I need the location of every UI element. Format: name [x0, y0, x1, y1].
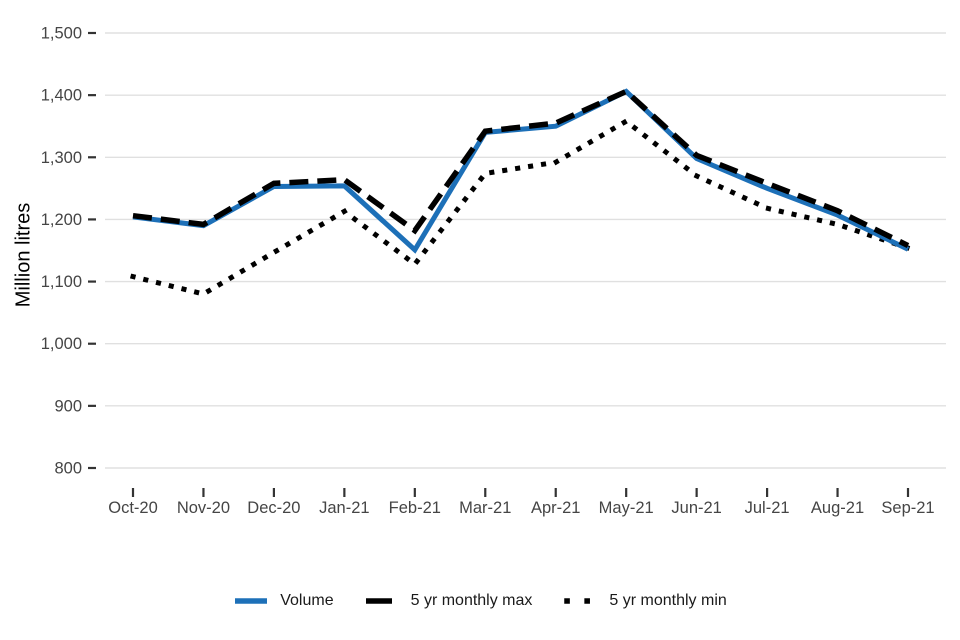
x-tick-label: Oct-20: [108, 499, 158, 517]
x-tick-label: Jan-21: [319, 499, 369, 517]
legend-label-max: 5 yr monthly max: [410, 592, 533, 609]
legend-label-min: 5 yr monthly min: [609, 592, 727, 609]
x-tick-label: May-21: [599, 499, 654, 517]
legend-label-volume: Volume: [280, 592, 334, 609]
max-line-swatch: [365, 598, 398, 604]
x-tick-label: Dec-20: [247, 499, 300, 517]
y-tick-label: 1,300: [41, 149, 82, 167]
x-tick-label: Apr-21: [531, 499, 581, 517]
legend-item-max: 5 yr monthly max: [364, 592, 533, 610]
x-tick-label: Nov-20: [177, 499, 230, 517]
x-tick-label: Aug-21: [811, 499, 864, 517]
y-tick-label: 1,000: [41, 335, 82, 353]
legend: Volume 5 yr monthly max 5 yr monthly min: [0, 586, 960, 616]
y-tick-label: 1,200: [41, 211, 82, 229]
volume-line-swatch: [235, 598, 268, 604]
series-line-dotted: [129, 118, 912, 297]
x-tick-label: Jun-21: [671, 499, 721, 517]
x-tick-label: Mar-21: [459, 499, 511, 517]
x-tick-label: Sep-21: [881, 499, 934, 517]
y-tick-label: 1,400: [41, 87, 82, 105]
series-line-solid: [132, 88, 910, 254]
min-line-swatch: [564, 598, 597, 604]
y-tick-label: 1,100: [41, 273, 82, 291]
plot-area: 1,500 1,400 1,300 1,200 1,100 1,000 900 800 Oct-…: [41, 25, 946, 517]
legend-item-volume: Volume: [233, 592, 334, 610]
y-tick-label: 800: [54, 460, 82, 478]
y-tick-label: 900: [54, 397, 82, 415]
x-tick-label: Feb-21: [389, 499, 441, 517]
x-tick-label: Jul-21: [745, 499, 790, 517]
legend-item-min: 5 yr monthly min: [562, 592, 727, 610]
y-tick-label: 1,500: [41, 25, 82, 43]
series-line-dashed: [132, 88, 910, 248]
